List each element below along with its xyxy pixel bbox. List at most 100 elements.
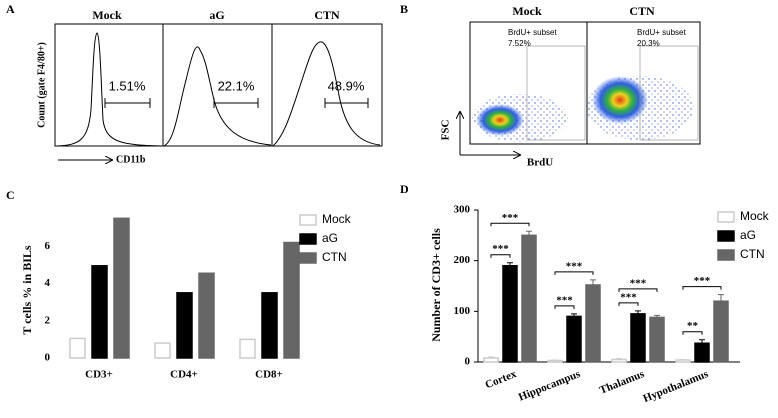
bar bbox=[239, 338, 256, 359]
panel-label: D bbox=[400, 182, 409, 196]
x-tick-label: CD4+ bbox=[170, 369, 198, 381]
bar bbox=[283, 241, 300, 359]
gate bbox=[324, 98, 369, 108]
plot-frame bbox=[54, 23, 383, 147]
y-tick-label: 0 bbox=[465, 356, 471, 368]
significance: *** bbox=[556, 294, 573, 306]
significance: *** bbox=[566, 260, 583, 272]
x-label: BrdU bbox=[527, 157, 553, 169]
legend-label: CTN bbox=[740, 247, 765, 261]
legend-label: CTN bbox=[322, 250, 347, 264]
percent: 48.9% bbox=[328, 78, 365, 93]
error-bar bbox=[590, 279, 596, 291]
legend-label: aG bbox=[740, 228, 756, 242]
bar bbox=[713, 300, 729, 363]
x-tick-label: Cortex bbox=[484, 368, 519, 391]
gate bbox=[639, 45, 699, 141]
x-tick-label: Hippocampus bbox=[517, 368, 583, 404]
error-bar bbox=[654, 314, 660, 320]
bar bbox=[113, 217, 130, 359]
legend-swatch bbox=[299, 233, 317, 245]
error-bar bbox=[552, 359, 558, 361]
error-bar bbox=[571, 313, 577, 319]
gate bbox=[526, 45, 586, 141]
y-label: Count (gate F4/80+) bbox=[36, 42, 47, 128]
significance-bracket bbox=[490, 254, 511, 258]
legend-label: Mock bbox=[322, 212, 352, 226]
histogram bbox=[272, 41, 381, 147]
percent: 7.52% bbox=[508, 39, 531, 48]
x-tick-label: Thalamus bbox=[598, 368, 647, 397]
x-label: CD11b bbox=[116, 154, 146, 165]
significance: *** bbox=[694, 275, 711, 287]
x-tick-label: CD8+ bbox=[255, 369, 283, 381]
y-tick-label: 300 bbox=[454, 204, 471, 216]
y-tick-label: 6 bbox=[45, 240, 51, 252]
bar bbox=[566, 315, 582, 363]
plot-title: Mock bbox=[92, 8, 122, 22]
panel-label: C bbox=[6, 188, 15, 202]
significance: *** bbox=[630, 277, 647, 289]
significance-bracket bbox=[682, 286, 722, 290]
percent: 22.1% bbox=[218, 78, 255, 93]
bar bbox=[198, 272, 215, 359]
plot-title: CTN bbox=[629, 4, 655, 18]
y-label: Number of CD3+ cells bbox=[429, 228, 443, 342]
gate bbox=[213, 98, 259, 108]
error-bar bbox=[507, 262, 513, 269]
histogram bbox=[56, 32, 163, 147]
panel-b: B Mock CTN BrdU+ subset 7.52% BrdU+ subs… bbox=[400, 2, 701, 169]
significance-bracket bbox=[554, 271, 594, 275]
bar bbox=[649, 316, 665, 363]
density-core bbox=[592, 76, 648, 124]
histogram bbox=[163, 46, 272, 147]
legend-swatch bbox=[717, 211, 735, 223]
bar bbox=[261, 292, 278, 359]
significance-bracket bbox=[682, 331, 703, 335]
gate-label: BrdU+ subset bbox=[637, 28, 686, 37]
legend-label: Mock bbox=[740, 209, 770, 223]
significance-bracket bbox=[554, 305, 575, 309]
bar bbox=[521, 234, 537, 363]
significance: *** bbox=[492, 243, 509, 255]
x-tick-label: Hypothalamus bbox=[642, 368, 711, 405]
panel-label: B bbox=[400, 2, 408, 16]
bar bbox=[502, 264, 518, 363]
percent: 1.51% bbox=[109, 78, 146, 93]
significance-bracket bbox=[618, 302, 639, 306]
y-label: T cells % in BILs bbox=[20, 245, 34, 334]
significance: ** bbox=[687, 320, 699, 332]
bar bbox=[91, 265, 108, 359]
error-bar bbox=[699, 339, 705, 347]
plot-frame bbox=[469, 21, 701, 145]
error-bar bbox=[680, 358, 686, 361]
gate-label: BrdU+ subset bbox=[508, 28, 557, 37]
bar bbox=[154, 342, 171, 359]
significance: *** bbox=[620, 291, 637, 303]
significance-bracket bbox=[490, 222, 530, 227]
error-bar bbox=[488, 356, 494, 359]
error-bar bbox=[526, 230, 532, 240]
x-tick-label: CD3+ bbox=[85, 369, 113, 381]
percent: 20.3% bbox=[637, 39, 660, 48]
y-tick-label: 2 bbox=[45, 314, 51, 326]
gate bbox=[104, 98, 151, 108]
bar bbox=[630, 313, 646, 363]
error-bar bbox=[616, 357, 622, 361]
y-tick-label: 4 bbox=[45, 277, 51, 289]
y-tick-label: 100 bbox=[454, 305, 471, 317]
legend-swatch bbox=[717, 230, 735, 242]
bar bbox=[176, 292, 193, 359]
significance: *** bbox=[502, 212, 519, 224]
y-tick-label: 200 bbox=[454, 254, 471, 266]
legend-label: aG bbox=[322, 231, 338, 245]
bar bbox=[585, 284, 601, 363]
legend-swatch bbox=[299, 252, 317, 264]
panel-label: A bbox=[6, 2, 15, 16]
bar bbox=[69, 337, 86, 359]
y-tick-label: 0 bbox=[45, 352, 51, 364]
significance-bracket bbox=[618, 288, 658, 292]
density-core bbox=[476, 104, 524, 136]
legend-swatch bbox=[299, 214, 317, 226]
